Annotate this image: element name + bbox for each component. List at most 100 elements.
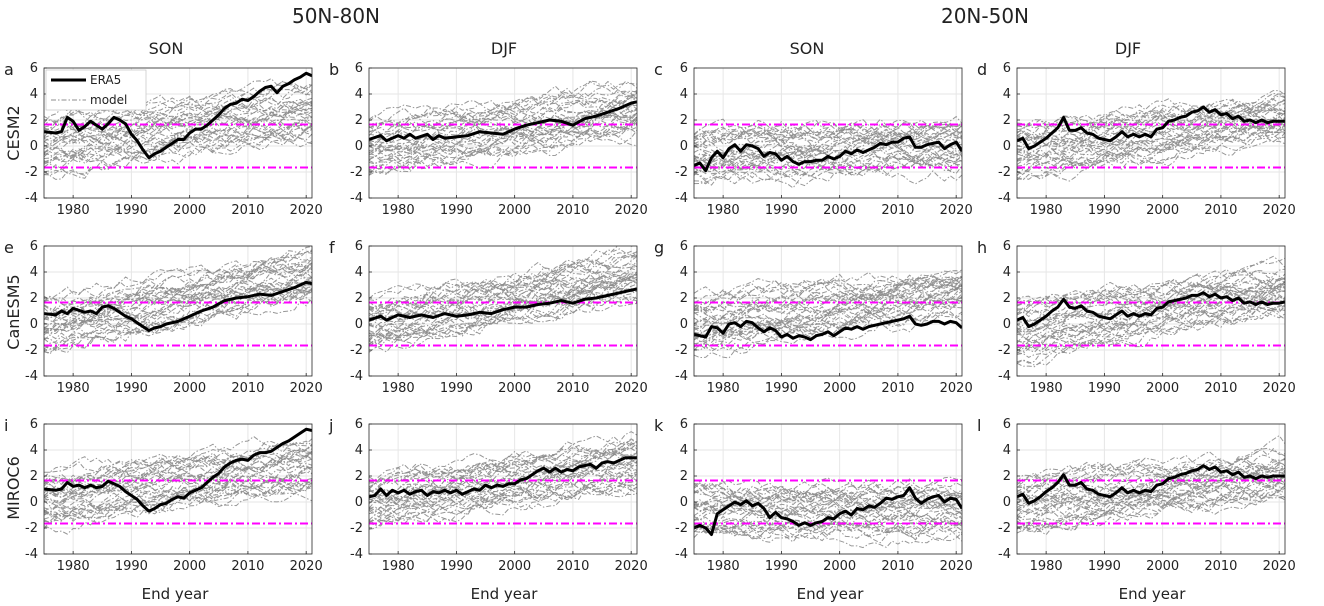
x-tick-label: 1990: [440, 203, 473, 218]
axes-frame: [1016, 245, 1286, 377]
model-member-line: [369, 481, 637, 526]
x-tick-label: 2000: [173, 381, 206, 396]
model-member-line: [1017, 268, 1285, 307]
x-tick-label: 1980: [57, 559, 90, 574]
axes-frame: [693, 245, 963, 377]
y-tick-label: 6: [680, 417, 688, 432]
model-member-line: [694, 283, 962, 333]
era5-series-line: [369, 287, 637, 322]
model-member-line: [369, 279, 637, 340]
model-member-line: [369, 471, 637, 516]
model-member-line: [369, 479, 637, 523]
axes-frame: [693, 423, 963, 555]
panel-e: 1980 1990 2000 2010 2020 -4 -2 0 2 4 6 e: [4, 238, 323, 396]
x-tick-label: 2000: [498, 203, 531, 218]
model-member-line: [1017, 447, 1285, 482]
y-tick-label: 0: [30, 139, 38, 154]
x-tick-label: 1990: [115, 559, 148, 574]
model-member-line: [694, 489, 962, 514]
panel-h: 1980 1990 2000 2010 2020 -4 -2 0 2 4 6 h: [977, 238, 1296, 396]
x-tick-label: 2010: [1204, 559, 1237, 574]
model-member-line: [369, 448, 637, 507]
model-member-line: [369, 443, 637, 495]
model-member-line: [1017, 116, 1285, 171]
model-member-line: [44, 123, 312, 157]
model-member-line: [694, 484, 962, 509]
era5-series-line: [44, 280, 312, 332]
model-member-line: [694, 524, 962, 549]
model-member-line: [1017, 98, 1285, 140]
y-tick-label: 6: [1003, 239, 1011, 254]
model-member-line: [694, 510, 962, 532]
x-tick-label: 2020: [615, 559, 648, 574]
model-member-line: [694, 115, 962, 139]
model-member-line: [369, 271, 637, 327]
model-member-line: [1017, 125, 1285, 182]
x-tick-label: 1990: [765, 381, 798, 396]
model-member-line: [694, 144, 962, 171]
y-tick-label: 2: [355, 469, 363, 484]
model-member-line: [44, 258, 312, 319]
model-member-line: [369, 118, 637, 176]
x-tick-label: 1990: [440, 559, 473, 574]
y-tick-label: 2: [30, 469, 38, 484]
x-tick-label: 2010: [231, 203, 264, 218]
model-member-line: [694, 148, 962, 177]
model-member-line: [694, 123, 962, 140]
model-member-line: [1017, 269, 1285, 307]
model-member-line: [369, 109, 637, 154]
xlabel-col3: End year: [797, 585, 865, 603]
y-tick-label: 2: [355, 291, 363, 306]
y-tick-label: 4: [355, 443, 363, 458]
x-tick-label: 2010: [881, 203, 914, 218]
y-tick-label: 0: [1003, 139, 1011, 154]
model-member-line: [1017, 464, 1285, 501]
axes-frame: [693, 67, 963, 199]
y-tick-label: 0: [355, 139, 363, 154]
model-member-line: [369, 441, 637, 488]
y-tick-label: 0: [355, 317, 363, 332]
model-member-line: [694, 123, 962, 151]
era5-series-line: [694, 135, 962, 173]
model-member-line: [1017, 283, 1285, 336]
panel-letter: k: [654, 416, 664, 435]
y-tick-label: 4: [355, 87, 363, 102]
x-tick-label: 1980: [707, 559, 740, 574]
model-member-line: [694, 311, 962, 352]
model-member-line: [694, 516, 962, 535]
x-tick-label: 2000: [823, 203, 856, 218]
model-member-line: [694, 296, 962, 340]
model-member-line: [1017, 277, 1285, 313]
model-member-line: [369, 438, 637, 484]
plot-content: [1017, 90, 1285, 182]
x-tick-label: 2010: [881, 381, 914, 396]
x-tick-label: 2010: [556, 559, 589, 574]
model-member-line: [1017, 281, 1285, 327]
model-member-line: [369, 121, 637, 167]
model-member-line: [44, 297, 312, 355]
model-member-line: [369, 104, 637, 144]
model-member-line: [369, 97, 637, 135]
x-tick-label: 1980: [382, 203, 415, 218]
model-member-line: [369, 472, 637, 525]
season-title-col3: SON: [790, 39, 825, 58]
model-member-line: [1017, 115, 1285, 159]
model-member-line: [44, 118, 312, 150]
panel-a: 1980 1990 2000 2010 2020 -4 -2 0 2 4 6 a ERA5 model: [4, 60, 323, 218]
plot-content: [44, 246, 312, 355]
x-tick-label: 1990: [1088, 381, 1121, 396]
x-tick-label: 1990: [115, 203, 148, 218]
y-tick-label: -4: [675, 547, 688, 562]
model-member-line: [44, 280, 312, 332]
era5-series-line: [369, 100, 637, 143]
xlabel-col1: End year: [142, 585, 210, 603]
x-tick-label: 2020: [1263, 203, 1296, 218]
model-member-line: [369, 276, 637, 339]
x-tick-label: 2020: [1263, 559, 1296, 574]
model-member-line: [694, 519, 962, 542]
model-member-line: [369, 431, 637, 482]
model-member-line: [1017, 129, 1285, 181]
x-tick-label: 2020: [290, 559, 323, 574]
y-tick-label: 2: [1003, 113, 1011, 128]
y-tick-label: 0: [30, 495, 38, 510]
